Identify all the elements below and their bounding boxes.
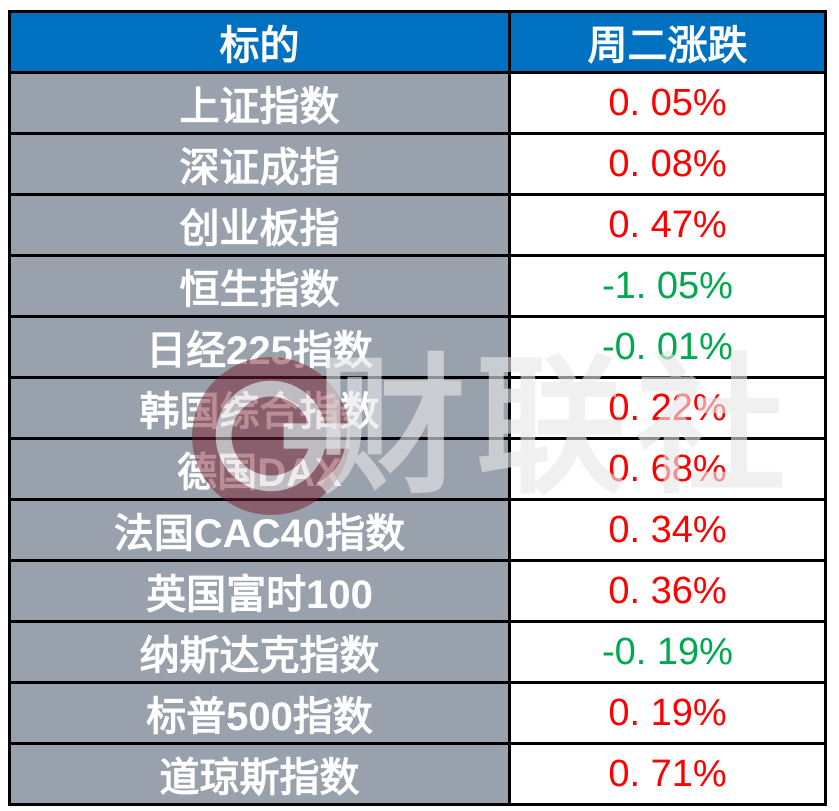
index-name-cell: 道琼斯指数 — [8, 742, 511, 806]
index-name-cell: 纳斯达克指数 — [8, 620, 511, 684]
change-value-cell: -1. 05% — [508, 254, 827, 318]
table-row: 创业板指 0. 47% — [8, 193, 827, 257]
table-row: 深证成指 0. 08% — [8, 132, 827, 196]
index-name-cell: 德国DAX — [8, 437, 511, 501]
index-name-cell: 标普500指数 — [8, 681, 511, 745]
table-row: 标普500指数 0. 19% — [8, 681, 827, 745]
table-row: 德国DAX 0. 68% — [8, 437, 827, 501]
change-value-cell: 0. 71% — [508, 742, 827, 806]
change-value-cell: 0. 22% — [508, 376, 827, 440]
change-value-cell: 0. 34% — [508, 498, 827, 562]
table-row: 纳斯达克指数 -0. 19% — [8, 620, 827, 684]
change-value-cell: 0. 36% — [508, 559, 827, 623]
index-name-cell: 日经225指数 — [8, 315, 511, 379]
table-row: 恒生指数 -1. 05% — [8, 254, 827, 318]
table-row: 法国CAC40指数 0. 34% — [8, 498, 827, 562]
index-name-cell: 深证成指 — [8, 132, 511, 196]
table-row: 上证指数 0. 05% — [8, 71, 827, 135]
index-name-cell: 英国富时100 — [8, 559, 511, 623]
change-value-cell: 0. 47% — [508, 193, 827, 257]
change-value-cell: 0. 05% — [508, 71, 827, 135]
table-row: 日经225指数 -0. 01% — [8, 315, 827, 379]
index-name-cell: 恒生指数 — [8, 254, 511, 318]
table-row: 道琼斯指数 0. 71% — [8, 742, 827, 806]
table-row: 韩国综合指数 0. 22% — [8, 376, 827, 440]
table-header-row: 标的 周二涨跌 — [8, 10, 827, 74]
change-value-cell: -0. 01% — [508, 315, 827, 379]
header-target-cell: 标的 — [8, 10, 511, 74]
index-name-cell: 上证指数 — [8, 71, 511, 135]
change-value-cell: 0. 68% — [508, 437, 827, 501]
table-row: 英国富时100 0. 36% — [8, 559, 827, 623]
index-name-cell: 韩国综合指数 — [8, 376, 511, 440]
index-name-cell: 法国CAC40指数 — [8, 498, 511, 562]
change-value-cell: 0. 08% — [508, 132, 827, 196]
change-value-cell: 0. 19% — [508, 681, 827, 745]
market-change-table: 标的 周二涨跌 上证指数 0. 05% 深证成指 0. 08% 创业板指 0. … — [8, 10, 827, 806]
index-name-cell: 创业板指 — [8, 193, 511, 257]
header-change-cell: 周二涨跌 — [508, 10, 827, 74]
change-value-cell: -0. 19% — [508, 620, 827, 684]
